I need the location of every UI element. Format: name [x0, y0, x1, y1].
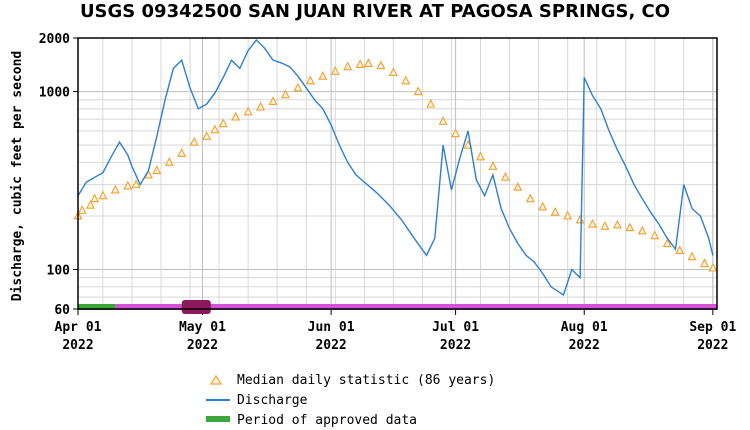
median-point [318, 70, 328, 80]
plot-area [78, 38, 717, 309]
x-tick-year: 2022 [569, 338, 600, 353]
median-point [363, 58, 373, 67]
median-series [73, 58, 718, 272]
median-point [401, 75, 411, 85]
median-point [189, 136, 199, 146]
median-point [231, 111, 241, 121]
median-point [376, 60, 386, 70]
x-tick-label: Aug 01 [561, 320, 608, 335]
legend-median-icon [209, 374, 223, 385]
y-axis-label: Discharge, cubic feet per second [10, 51, 25, 301]
median-point [218, 118, 228, 128]
median-point [152, 165, 162, 175]
median-point [110, 184, 120, 194]
median-point [625, 222, 635, 232]
median-point [563, 210, 573, 220]
median-point [123, 180, 133, 190]
y-tick-label: 2000 [39, 32, 70, 47]
approval-status-bar [78, 300, 717, 314]
x-tick-year: 2022 [697, 338, 728, 353]
median-point [268, 96, 278, 105]
legend-label: Median daily statistic (86 years) [237, 373, 495, 388]
x-tick-label: May 01 [179, 320, 226, 335]
median-point [525, 193, 535, 203]
median-point [177, 148, 187, 157]
median-point [90, 193, 100, 203]
chart-title: USGS 09342500 SAN JUAN RIVER AT PAGOSA S… [80, 1, 670, 22]
median-point [538, 201, 548, 211]
legend: Median daily statistic (86 years) Dischar… [206, 373, 495, 428]
x-tick-label: Sep 01 [689, 320, 736, 335]
approval-segment [181, 300, 211, 314]
median-point [343, 61, 353, 71]
x-tick-label: Jun 01 [308, 320, 355, 335]
median-point [98, 190, 108, 200]
median-point [293, 82, 303, 92]
median-point [256, 101, 266, 111]
x-axis-ticks: Apr 01 2022 May 01 2022 Jun 01 2022 Jul 01 2022… [55, 309, 736, 353]
median-point [612, 219, 622, 229]
plot-frame [77, 37, 718, 310]
discharge-line [77, 38, 714, 296]
approval-segment [115, 304, 717, 310]
median-point [488, 161, 498, 170]
median-point [280, 89, 290, 99]
median-point [77, 205, 87, 214]
median-point [550, 206, 560, 216]
approval-segment [78, 304, 116, 310]
y-axis-ticks: 60 100 1000 2000 [39, 32, 78, 318]
median-point [650, 230, 660, 240]
x-tick-label: Apr 01 [55, 320, 102, 335]
data-series [73, 38, 718, 296]
x-tick-label: Jul 01 [432, 320, 479, 335]
median-point [388, 67, 398, 77]
median-point [675, 245, 685, 254]
median-point [662, 238, 672, 248]
median-point [85, 199, 95, 209]
y-tick-label: 60 [54, 303, 70, 318]
x-tick-year: 2022 [62, 338, 93, 353]
median-point [426, 98, 436, 108]
legend-approved-icon [206, 416, 230, 422]
x-tick-year: 2022 [315, 338, 346, 353]
median-point [600, 221, 610, 230]
legend-label: Discharge [237, 393, 308, 408]
median-point [475, 151, 485, 161]
median-point [451, 128, 461, 138]
median-point [305, 75, 315, 85]
y-tick-label: 100 [47, 264, 71, 279]
median-point [700, 258, 710, 268]
median-point [687, 251, 697, 261]
median-point [413, 86, 423, 96]
median-point [210, 124, 220, 134]
median-point [131, 179, 141, 189]
median-point [500, 172, 510, 181]
y-tick-label: 1000 [39, 86, 70, 101]
median-point [708, 262, 718, 272]
x-tick-year: 2022 [187, 338, 218, 353]
median-point [637, 225, 647, 235]
legend-label: Period of approved data [237, 413, 417, 428]
x-tick-year: 2022 [440, 338, 471, 353]
median-point [588, 218, 598, 228]
median-point [438, 116, 448, 125]
median-point [355, 59, 365, 69]
median-point [513, 182, 523, 191]
median-point [202, 131, 212, 140]
median-point [164, 157, 174, 166]
median-point [243, 106, 253, 116]
median-point [330, 66, 340, 75]
